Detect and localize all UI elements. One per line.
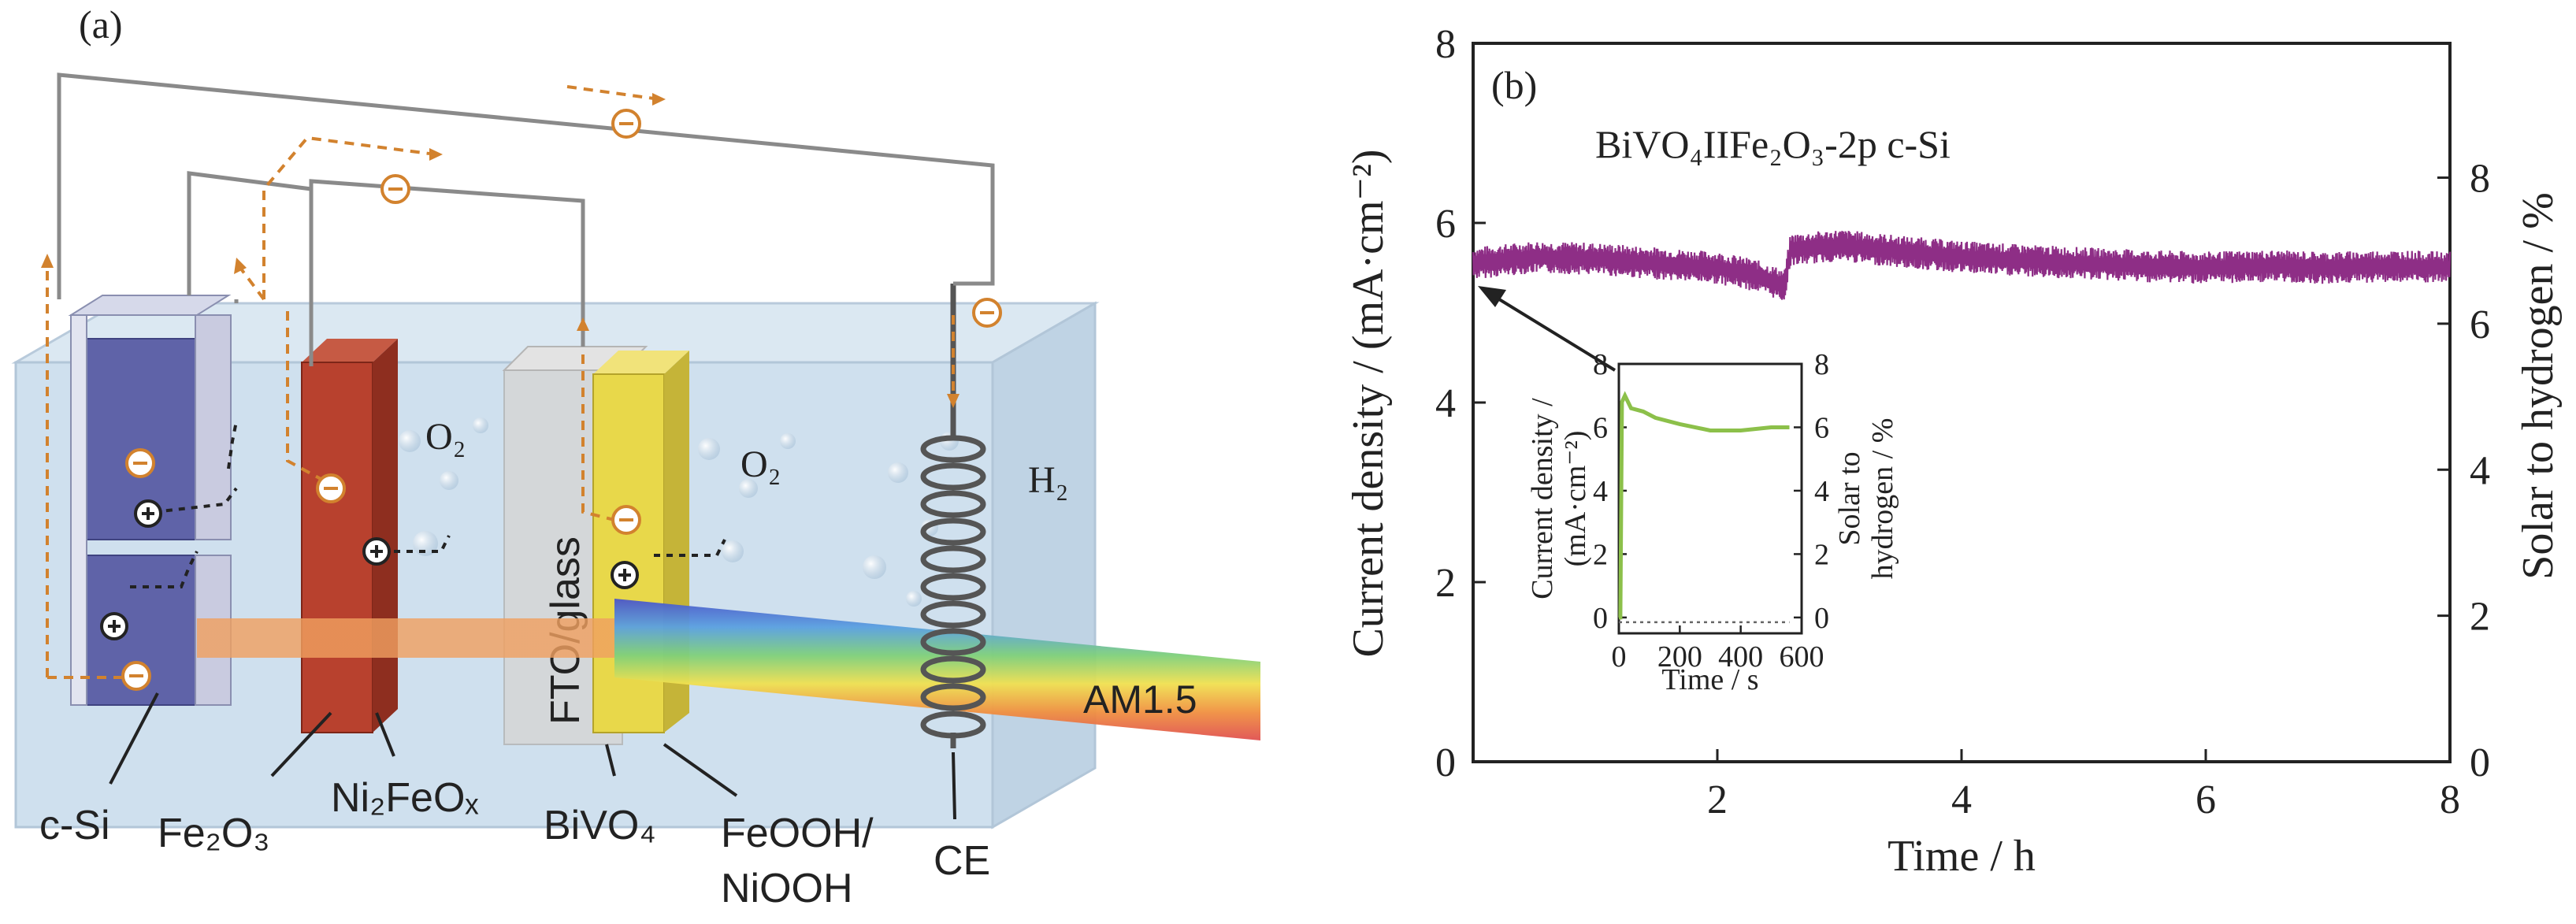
inset-y-tick-label: 2 <box>1593 538 1608 571</box>
inset-chart: 0 200 400 600 0 2 4 6 8 0 2 4 6 8 Time / s Current de… <box>1526 348 1899 696</box>
label-ni2feox: Ni₂FeOₓ <box>331 775 478 821</box>
y2-tick-label: 2 <box>2470 595 2490 640</box>
panel-b: (b) BiVO₄IIFe₂O₃-2p c-Si 2 4 6 80246802468 … <box>1344 22 2563 881</box>
y2-tick-label: 8 <box>2470 157 2490 202</box>
inset-ticks: 0 200 400 600 0 2 4 6 8 0 2 4 6 8 <box>1593 348 1829 674</box>
inset-y2-tick-label: 8 <box>1814 348 1829 381</box>
x-tick-label: 8 <box>2440 777 2460 822</box>
panel-b-label: (b) <box>1491 63 1537 107</box>
y2-tick-label: 6 <box>2470 302 2490 347</box>
inset-y-tick-label: 8 <box>1593 348 1608 381</box>
x-tick-label: 4 <box>1951 777 1972 822</box>
hole-paths <box>130 421 726 588</box>
label-feooh: FeOOH/ <box>721 811 874 856</box>
label-ce: CE <box>934 838 990 884</box>
y-tick-label: 2 <box>1435 561 1456 606</box>
x-axis-label: Time / h <box>1887 832 2036 881</box>
y2-tick-label: 0 <box>2470 740 2490 785</box>
inset-y-tick-label: 4 <box>1593 475 1608 508</box>
inset-y2-tick-label: 6 <box>1814 411 1829 444</box>
label-niooh: NiOOH <box>721 866 853 911</box>
am15-label: AM1.5 <box>1083 677 1197 722</box>
inset-current-series <box>1618 391 1790 620</box>
chart-annotation: BiVO₄IIFe₂O₃-2p c-Si <box>1595 122 1951 166</box>
inset-series <box>1618 391 1790 624</box>
x-tick-label: 2 <box>1707 777 1728 822</box>
inset-x-tick-label: 200 <box>1657 640 1702 674</box>
inset-x-tick-label: 400 <box>1718 640 1763 674</box>
y2-axis-label: Solar to hydrogen / % <box>2514 192 2563 579</box>
main-series <box>1472 231 2452 300</box>
panel-a: (a) FTO/glass <box>11 2 1260 911</box>
y-tick-label: 4 <box>1435 381 1456 426</box>
h2-label: H₂ <box>1028 459 1068 501</box>
electron-paths <box>46 85 955 679</box>
counter-electrode-coil <box>920 284 986 748</box>
inset-y-axis-label-line2: (mA·cm⁻²) <box>1559 431 1592 567</box>
inset-frame <box>1617 362 1803 635</box>
pointer-arrow <box>1478 286 1616 372</box>
light-beam: AM1.5 <box>197 599 1260 740</box>
inset-x-tick-label: 600 <box>1780 640 1824 674</box>
inset-y2-axis-label-line2: hydrogen / % <box>1866 418 1899 580</box>
y-tick-label: 0 <box>1435 740 1456 785</box>
inset-y-tick-label: 6 <box>1593 411 1608 444</box>
o2-label-left: O₂ <box>425 416 466 458</box>
x-tick-label: 6 <box>2196 777 2216 822</box>
current-density-series <box>1472 231 2452 300</box>
label-fe2o3: Fe₂O₃ <box>158 811 270 856</box>
y-tick-label: 8 <box>1435 22 1456 67</box>
y-axis-label: Current density / (mA·cm⁻²) <box>1344 149 1393 657</box>
y2-tick-label: 4 <box>2470 448 2490 493</box>
inset-y-tick-label: 0 <box>1593 602 1608 635</box>
charge-markers <box>100 109 1002 691</box>
fe2o3-electrode <box>301 339 398 733</box>
electron-path-arrows <box>41 93 960 408</box>
external-wires <box>57 72 995 366</box>
panel-a-label: (a) <box>79 2 123 46</box>
inset-y2-tick-label: 4 <box>1814 475 1829 508</box>
label-bivo4: BiVO₄ <box>544 803 656 848</box>
inset-y2-tick-label: 0 <box>1814 602 1829 635</box>
o2-label-right: O₂ <box>741 443 781 485</box>
gas-bubbles <box>399 417 959 607</box>
inset-y-axis-label-line1: Current density / <box>1526 398 1559 599</box>
inset-y2-tick-label: 2 <box>1814 538 1829 571</box>
y-tick-label: 6 <box>1435 202 1456 247</box>
inset-x-axis-label: Time / s <box>1661 663 1758 696</box>
component-leader-lines <box>109 692 956 820</box>
inset-y2-axis-label-line1: Solar to <box>1833 451 1866 545</box>
label-c-si: c-Si <box>39 803 110 848</box>
inset-x-tick-label: 0 <box>1612 640 1627 674</box>
